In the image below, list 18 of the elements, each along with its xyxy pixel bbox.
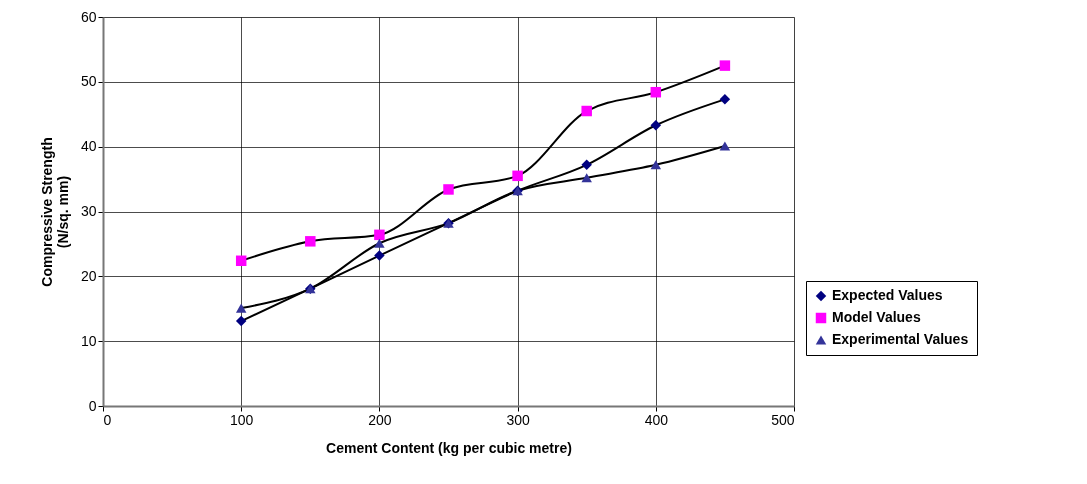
y-tick-label: 0 [88,397,97,414]
y-tick-label: 50 [80,73,97,90]
y-tick-label: 40 [80,138,97,155]
x-tick-label: 500 [771,411,795,428]
y-tick-label: 10 [80,332,97,349]
x-tick-label: 400 [644,411,669,428]
x-tick-label: 200 [368,411,392,428]
y-axis-title: Compressive Strength (N/sq. mm) [38,137,71,287]
y-tick-label: 20 [80,267,97,284]
x-tick-label: 300 [506,411,530,428]
x-tick-label: 100 [230,411,254,428]
x-tick-label: 0 [103,411,112,428]
legend-label: Expected Values [832,287,943,303]
legend-label: Experimental Values [832,331,969,347]
legend-label: Model Values [832,309,921,325]
y-tick-label: 30 [80,203,97,219]
x-axis-title: Cement Content (kg per cubic metre) [326,439,572,456]
y-tick-label: 60 [80,8,97,25]
